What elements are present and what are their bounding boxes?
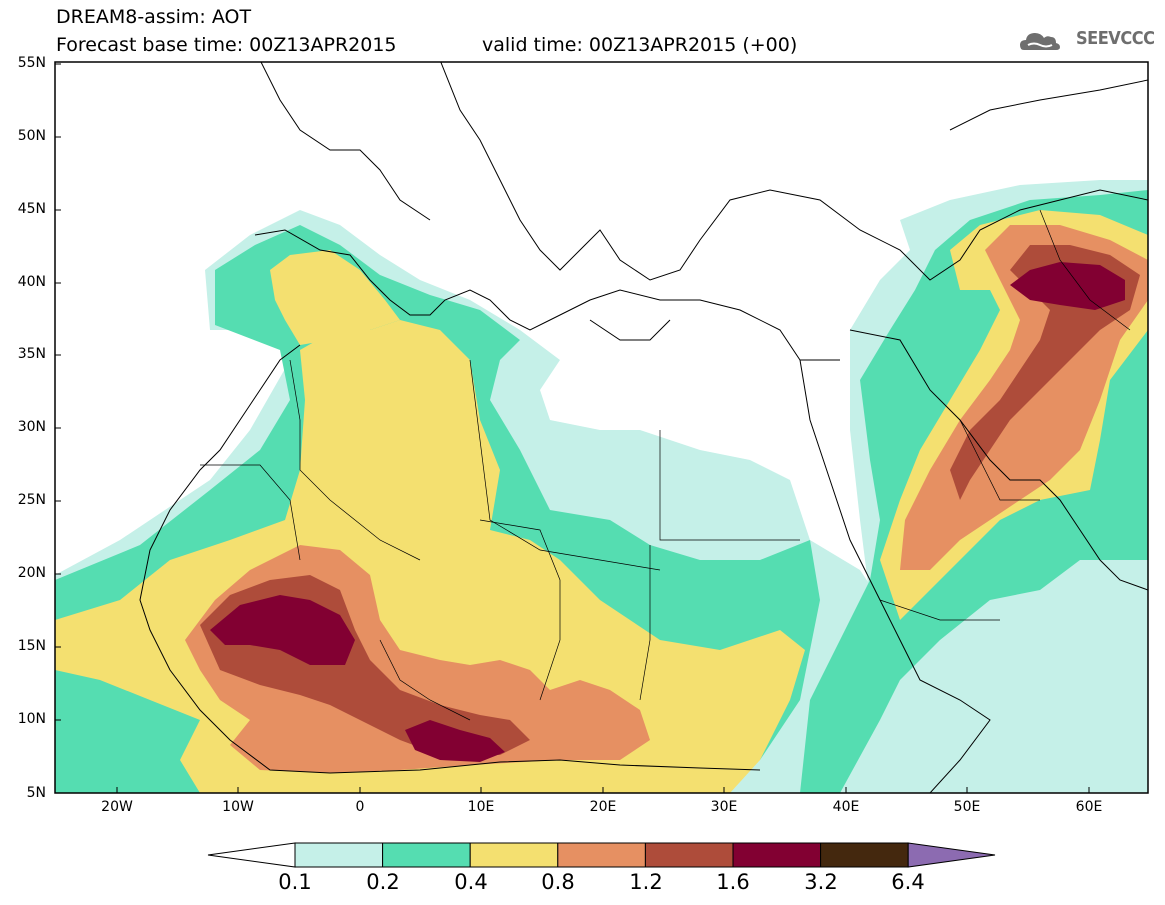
aot-1.6-region-sahel [210,595,355,665]
lat-label-35n: 35N [17,346,46,362]
colorbar-label-0.8: 0.8 [541,870,575,894]
colorbar-label-1.6: 1.6 [716,870,750,894]
lon-label-30e: 30E [710,799,738,815]
lat-label-5n: 5N [26,785,46,801]
lat-label-55n: 55N [17,55,46,71]
lon-label-40e: 40E [832,799,860,815]
lat-label-40n: 40N [17,274,46,290]
aot-0.4-region-spain [270,250,400,345]
lon-label-20e: 20E [589,799,617,815]
lon-label-60e: 60E [1075,799,1103,815]
colorbar-label-0.2: 0.2 [366,870,400,894]
lat-label-15n: 15N [17,638,46,654]
aot-contours [55,62,1148,793]
lat-label-20n: 20N [17,565,46,581]
map-title: DREAM8-assim: AOT [56,6,252,28]
lat-label-50n: 50N [17,128,46,144]
tick-marks [55,63,1090,793]
lat-label-45n: 45N [17,201,46,217]
colorbar-label-0.1: 0.1 [278,870,312,894]
lon-label-20w: 20W [101,799,133,815]
coastlines [139,62,1148,793]
aot-1.6-region-central-asia [1010,262,1125,310]
colorbar-label-6.4: 6.4 [891,870,925,894]
lon-label-10e: 10E [467,799,495,815]
lat-label-30n: 30N [17,419,46,435]
forecast-base-time: Forecast base time: 00Z13APR2015 [56,34,397,56]
seevccc-logo-text: SEEVCCC [1076,28,1155,49]
colorbar-label-3.2: 3.2 [804,870,838,894]
lat-label-25n: 25N [17,492,46,508]
aot-1.6-region-nigeria [405,720,505,762]
lat-label-10n: 10N [17,711,46,727]
valid-time: valid time: 00Z13APR2015 (+00) [482,34,798,56]
map-frame [54,61,1149,794]
seevccc-cloud-logo-icon [1020,33,1060,50]
lon-label-0: 0 [355,799,365,815]
colorbar-label-0.4: 0.4 [454,870,488,894]
lon-label-10w: 10W [222,799,254,815]
lon-label-50e: 50E [953,799,981,815]
borders [200,209,1131,721]
colorbar-label-1.2: 1.2 [629,870,663,894]
